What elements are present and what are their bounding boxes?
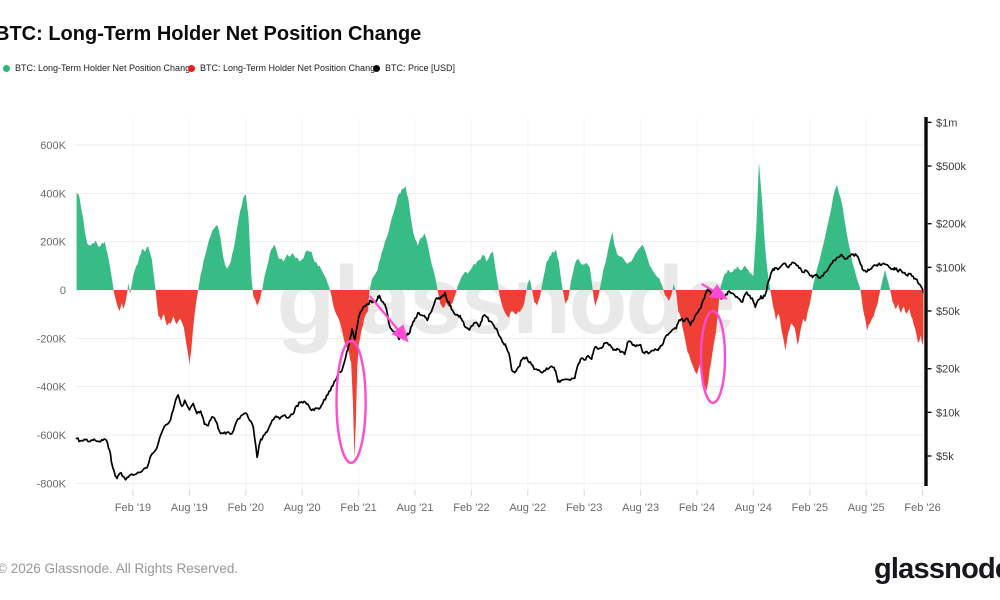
right-axis-tick-label: $50k (936, 306, 960, 318)
legend-label: BTC: Long-Term Holder Net Position Chang… (200, 63, 381, 73)
legend-dot-green-icon (3, 64, 10, 72)
right-axis-tick-label: $1m (936, 117, 957, 129)
right-axis-tick-label: $500k (936, 161, 966, 173)
right-axis-tick-label: $200k (936, 219, 966, 231)
annotation-arrow (701, 283, 729, 300)
left-axis-tick-label: -400K (37, 382, 67, 394)
area-net-position-negative (76, 290, 924, 460)
x-axis-tick-label: Feb '22 (453, 502, 489, 514)
series-layer (75, 162, 924, 481)
annotation-ellipse (335, 339, 367, 464)
x-axis-tick-label: Feb '20 (228, 502, 264, 514)
left-axis-tick-label: -800K (37, 478, 67, 490)
left-axis-tick-label: 600K (40, 140, 66, 152)
right-axis-bar (924, 117, 928, 486)
page-title: BTC: Long-Term Holder Net Position Chang… (0, 23, 422, 45)
legend-item-btc-price[interactable]: BTC: Price [USD] (373, 63, 455, 73)
right-axis-tick-label: $5k (936, 451, 954, 463)
x-axis-tick-label: Aug '25 (848, 502, 885, 514)
x-axis-tick-label: Feb '19 (115, 502, 151, 514)
x-axis-tick-label: Aug '21 (397, 502, 434, 514)
legend-dot-black-icon (373, 64, 380, 72)
right-axis-tick-label: $10k (936, 407, 960, 419)
axes-layer: $1m $500k $200k $100k $50k $20k $10k $5k 600K 400… (37, 117, 966, 514)
x-axis-tick-label: Feb '21 (340, 502, 376, 514)
left-axis-tick-label: -200K (37, 333, 67, 345)
x-axis-tick-label: Feb '26 (904, 502, 940, 514)
legend-label: BTC: Price [USD] (385, 63, 456, 73)
x-axis-tick-label: Feb '23 (566, 502, 602, 514)
left-axis-tick-label: -600K (37, 430, 67, 442)
legend-item-ltH-net-position-positive[interactable]: BTC: Long-Term Holder Net Position Chang… (3, 63, 195, 73)
right-axis-tick-label: $100k (936, 262, 966, 274)
annotations-layer (335, 283, 729, 464)
legend-label: BTC: Long-Term Holder Net Position Chang… (15, 63, 196, 73)
annotation-arrow (369, 295, 409, 343)
legend-dot-red-icon (188, 64, 195, 72)
x-axis-tick-label: Feb '25 (792, 502, 828, 514)
x-axis-tick-label: Aug '22 (509, 502, 546, 514)
annotation-ellipse (699, 309, 727, 405)
price-line (75, 253, 924, 481)
legend-item-ltH-net-position-negative[interactable]: BTC: Long-Term Holder Net Position Chang… (188, 63, 380, 73)
area-net-position-positive (76, 162, 924, 290)
x-axis-tick-label: Aug '24 (735, 502, 772, 514)
x-axis-tick-label: Aug '19 (171, 502, 208, 514)
left-axis-tick-label: 400K (40, 188, 66, 200)
glassnode-logo: glassnode (874, 553, 1000, 585)
x-axis-tick-label: Feb '24 (679, 502, 715, 514)
x-axis-tick-label: Aug '20 (284, 502, 321, 514)
right-axis-tick-label: $20k (936, 364, 960, 376)
chart-legend: BTC: Long-Term Holder Net Position Chang… (0, 63, 1000, 78)
left-axis-tick-label: 200K (40, 237, 66, 249)
left-axis-tick-label: 0 (60, 285, 66, 297)
copyright-text: © 2026 Glassnode. All Rights Reserved. (0, 561, 239, 576)
x-axis-tick-label: Aug '23 (622, 502, 659, 514)
